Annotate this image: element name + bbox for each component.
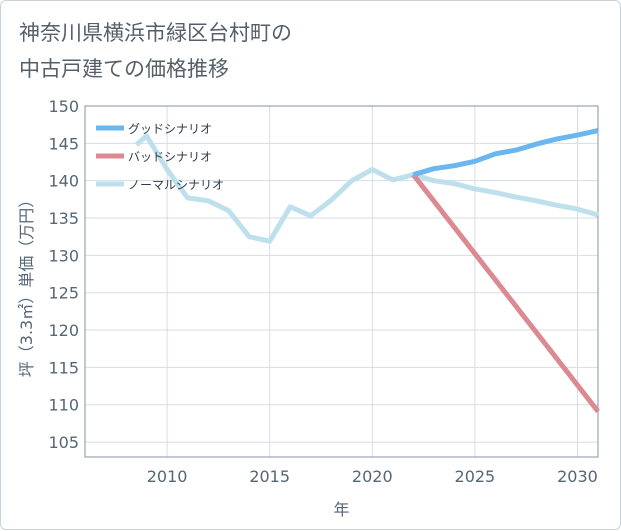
series-line-1 <box>411 173 600 413</box>
y-tick-label: 150 <box>48 97 79 116</box>
chart-title: 神奈川県横浜市緑区台村町の 中古戸建ての価格推移 <box>19 15 292 87</box>
y-tick-label: 105 <box>48 433 79 452</box>
y-axis-label: 坪（3.3㎡）単価（万円） <box>17 192 36 377</box>
series-layer <box>134 128 600 413</box>
legend-label-2: ノーマルシナリオ <box>128 178 224 192</box>
legend-label-1: バッドシナリオ <box>128 150 212 164</box>
x-tick-label: 2020 <box>352 467 393 486</box>
series-line-0 <box>412 128 599 178</box>
x-tick-label: 2030 <box>557 467 598 486</box>
x-tick-label: 2010 <box>147 467 188 486</box>
y-tick-labels: 105 110 115 120 125 130 135 140 145 150 <box>48 97 79 452</box>
y-tick-label: 130 <box>48 246 79 265</box>
y-tick-label: 140 <box>48 172 79 191</box>
legend-label-0: グッドシナリオ <box>128 122 212 136</box>
y-tick-label: 135 <box>48 209 79 228</box>
x-tick-label: 2015 <box>249 467 290 486</box>
grid <box>85 105 598 457</box>
y-tick-label: 120 <box>48 321 79 340</box>
y-tick-label: 115 <box>48 358 79 377</box>
y-tick-label: 110 <box>48 396 79 415</box>
plot-border <box>84 105 599 458</box>
x-tick-labels: 2010 2015 2020 2025 2030 <box>147 467 598 486</box>
series-line-2 <box>134 133 599 244</box>
y-tick-label: 125 <box>48 284 79 303</box>
chart-title-line-1: 神奈川県横浜市緑区台村町の <box>19 21 292 45</box>
x-tick-label: 2025 <box>455 467 496 486</box>
chart-title-line-2: 中古戸建ての価格推移 <box>19 57 229 81</box>
x-axis-label: 年 <box>333 500 349 519</box>
y-tick-label: 145 <box>48 134 79 153</box>
